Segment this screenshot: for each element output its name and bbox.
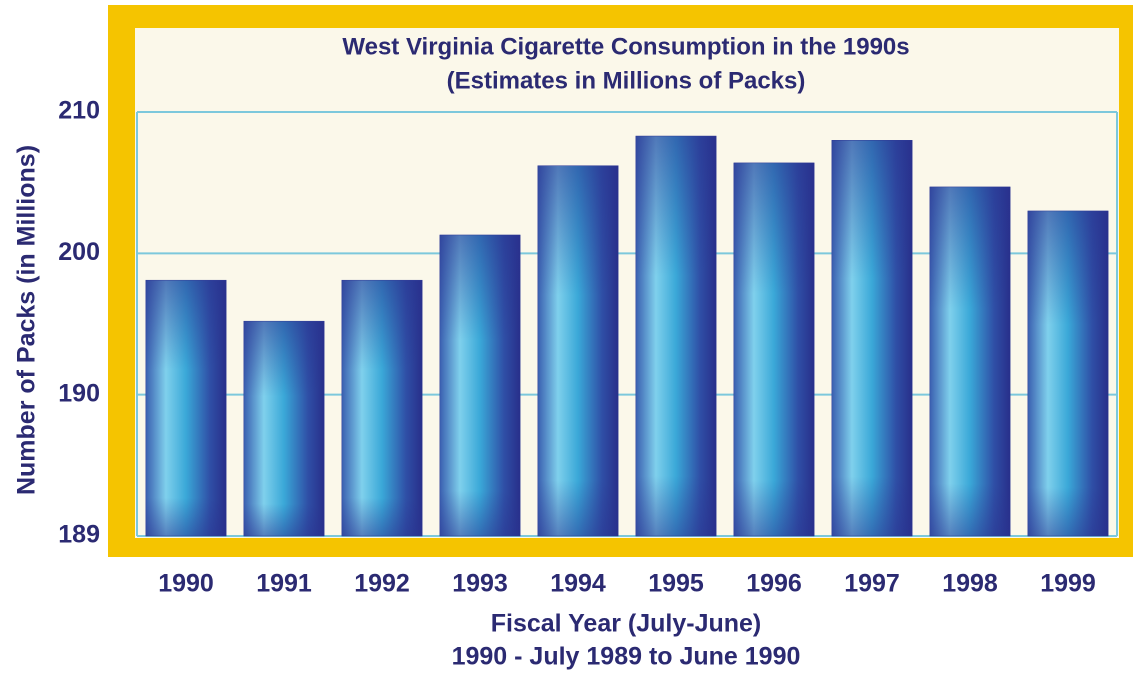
x-tick-label: 1999 [1040, 570, 1096, 598]
y-tick-label: 190 [58, 379, 100, 407]
bar-shade [243, 321, 325, 536]
y-axis-label: Number of Packs (in Millions) [13, 145, 41, 495]
chart-title: West Virginia Cigarette Consumption in t… [342, 33, 909, 60]
bar-shade [145, 280, 227, 536]
bar-shade [635, 136, 717, 536]
x-tick-label: 1990 [158, 570, 214, 598]
y-tick-label: 210 [58, 97, 100, 125]
bar-shade [1027, 210, 1109, 536]
x-tick-label: 1992 [354, 570, 410, 598]
y-tick-label: 189 [58, 521, 100, 549]
bar-shade [439, 234, 521, 536]
bar-shade [929, 186, 1011, 536]
x-tick-label: 1991 [256, 570, 312, 598]
chart-subtitle: (Estimates in Millions of Packs) [447, 67, 806, 94]
x-tick-label: 1997 [844, 570, 900, 598]
x-tick-label: 1996 [746, 570, 802, 598]
x-axis-label: Fiscal Year (July-June) [491, 610, 762, 638]
note: 1990 - July 1989 to June 1990 [452, 643, 801, 671]
x-tick-label: 1993 [452, 570, 508, 598]
x-tick-label: 1995 [648, 570, 704, 598]
bar-shade [733, 162, 815, 536]
bar-shade [537, 165, 619, 536]
bar-shade [831, 140, 913, 536]
bar-shade [341, 280, 423, 536]
x-tick-label: 1994 [550, 570, 606, 598]
y-tick-label: 200 [58, 238, 100, 266]
x-tick-label: 1998 [942, 570, 998, 598]
